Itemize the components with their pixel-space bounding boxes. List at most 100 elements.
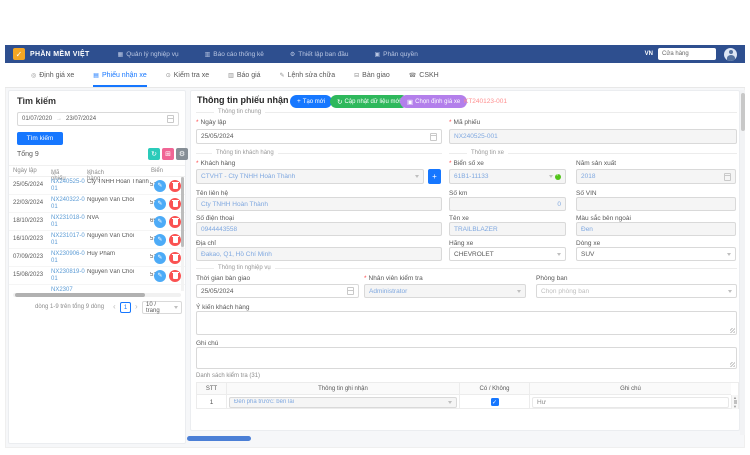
row-code[interactable]: NX240322-001 [51, 197, 85, 211]
add-customer-button[interactable]: + [428, 169, 441, 184]
menu-item-quan-ly-nghiep-vu[interactable]: ▦ Quản lý nghiệp vụ [118, 51, 179, 58]
khach-hang-select: CTVHT - Cty TNHH Hoàn Thành [196, 169, 424, 184]
page-number-button[interactable]: 1 [120, 302, 131, 313]
thoi-gian-ban-giao-input[interactable]: 25/05/2024 [196, 284, 359, 298]
table-vertical-scrollbar[interactable] [181, 177, 184, 291]
choose-valuation-button[interactable]: ▣ Chọn định giá xe [400, 95, 467, 108]
main-vertical-scrollbar[interactable] [740, 90, 745, 435]
chevron-down-icon [557, 253, 561, 256]
prev-page-button[interactable]: ‹ [113, 302, 116, 311]
next-page-button[interactable]: › [135, 302, 138, 311]
menu-item-thiet-lap-ban-dau[interactable]: ⚙ Thiết lập ban đầu [290, 51, 349, 58]
table-row-partial[interactable]: NX2307 [9, 285, 185, 291]
delete-button[interactable] [169, 270, 181, 282]
table-horizontal-scrollbar[interactable] [13, 293, 181, 297]
tab-dinh-gia-xe[interactable]: ◎ Định giá xe [31, 63, 74, 87]
edit-button[interactable]: ✎ [154, 252, 166, 264]
page-size-select[interactable]: 10 / trang [142, 301, 182, 314]
scrollbar-thumb[interactable] [741, 93, 745, 131]
row-customer: Cty TNHH Hoàn Thành [87, 179, 149, 186]
horizontal-scrollbar-thumb[interactable] [187, 436, 251, 441]
row-code[interactable]: NX231017-001 [51, 233, 85, 247]
table-row[interactable]: 15/08/2023 NX230819-001 Nguyễn Văn Chối … [9, 267, 185, 285]
table-row[interactable]: 18/10/2023 NX231018-001 NVA 65A ✎ [9, 213, 185, 231]
row-code[interactable]: NX231018-001 [51, 215, 85, 229]
section-general-label: Thông tin chung [214, 109, 265, 115]
checklist-title: Danh sách kiểm tra (31) [196, 373, 260, 379]
dia-chi-label: Địa chỉ [196, 240, 216, 247]
row-code[interactable]: NX230819-001 [51, 269, 85, 283]
hang-xe-label: Hãng xe [449, 240, 473, 247]
table-row[interactable]: 22/03/2024 NX240322-001 Nguyễn Văn Chối … [9, 195, 185, 213]
table-row[interactable]: 07/09/2023 NX230906-001 Huy Pham 51F ✎ [9, 249, 185, 267]
hang-xe-select[interactable]: CHEVROLET [449, 247, 566, 261]
scrollbar-thumb[interactable] [15, 293, 145, 297]
delete-button[interactable] [169, 180, 181, 192]
user-avatar[interactable] [724, 48, 737, 61]
tab-bao-gia[interactable]: ▥ Báo giá [228, 63, 260, 87]
pencil-icon: ✎ [157, 201, 162, 208]
y-kien-khach-hang-textarea[interactable] [196, 311, 737, 335]
linked-inspection-code[interactable]: KT240123-001 [464, 98, 507, 105]
delete-button[interactable] [169, 216, 181, 228]
so-dien-thoai-input: 0944443558 [196, 222, 442, 236]
dong-xe-select[interactable]: SUV [576, 247, 736, 261]
resize-handle[interactable] [730, 328, 735, 333]
delete-button[interactable] [169, 252, 181, 264]
edit-button[interactable]: ✎ [154, 216, 166, 228]
tab-phieu-nhan-xe[interactable]: ▤ Phiếu nhận xe [93, 63, 146, 87]
calendar-icon [347, 287, 354, 295]
menu-label: Báo cáo thống kê [213, 51, 264, 58]
language-label[interactable]: VN [645, 51, 653, 57]
plus-icon: + [297, 98, 301, 105]
menu-item-phan-quyen[interactable]: ▣ Phân quyền [375, 51, 418, 58]
menu-item-bao-cao-thong-ke[interactable]: ▥ Báo cáo thống kê [205, 51, 264, 58]
checklist-item-select: Đèn pha trước: bên lái [229, 397, 457, 408]
so-vin-label: Số VIN [576, 190, 597, 197]
results-table-body: 25/05/2024 NX240525-001 Cty TNHH Hoàn Th… [9, 177, 185, 291]
resize-handle[interactable] [730, 362, 735, 367]
edit-button[interactable]: ✎ [154, 198, 166, 210]
row-code[interactable]: NX230906-001 [51, 251, 85, 265]
delete-button[interactable] [169, 234, 181, 246]
phong-ban-select[interactable]: Chọn phòng ban [536, 284, 737, 298]
store-select[interactable]: Cửa hàng [658, 48, 716, 60]
ngay-lap-input[interactable]: 25/05/2024 [196, 129, 442, 144]
date-to[interactable]: 23/07/2024 [66, 116, 96, 122]
ghi-chu-textarea[interactable] [196, 347, 737, 369]
checklist-scrollbar[interactable]: ▲ ▼ [731, 395, 738, 409]
total-count: Tổng 9 [17, 151, 39, 158]
tab-kiem-tra-xe[interactable]: ⊙ Kiểm tra xe [166, 63, 209, 87]
table-row[interactable]: 25/05/2024 NX240525-001 Cty TNHH Hoàn Th… [9, 177, 185, 195]
edit-button[interactable]: ✎ [154, 180, 166, 192]
scroll-down-icon[interactable]: ▼ [733, 404, 737, 409]
edit-button[interactable]: ✎ [154, 270, 166, 282]
ten-lien-he-value: Cty TNHH Hoàn Thành [201, 201, 437, 208]
refresh-button[interactable]: ↻ [148, 148, 160, 160]
search-button[interactable]: Tìm kiếm [17, 132, 63, 145]
scrollbar-thumb[interactable] [181, 177, 184, 247]
edit-button[interactable]: ✎ [154, 234, 166, 246]
date-range-picker[interactable]: 01/07/2020 → 23/07/2024 [17, 112, 179, 126]
refresh-data-button[interactable]: ↻ Cập nhật dữ liệu mới [330, 95, 408, 108]
nhan-vien-kiem-tra-value: Administrator [369, 288, 514, 295]
settings-button[interactable]: ⚙ [176, 148, 188, 160]
row-code[interactable]: NX240525-001 [51, 179, 85, 193]
table-row[interactable]: 16/10/2023 NX231017-001 Nguyễn Văn Chối … [9, 231, 185, 249]
tab-cskh[interactable]: ☎ CSKH [409, 63, 439, 87]
chevron-down-icon [727, 253, 731, 256]
row-code[interactable]: NX2307 [51, 287, 85, 291]
tab-ban-giao[interactable]: ⊟ Bàn giao [354, 63, 390, 87]
section-service-label: Thông tin nghiệp vụ [214, 265, 275, 271]
checked-checkbox[interactable]: ✓ [491, 398, 499, 406]
col-bien-so: Biển [151, 168, 163, 174]
checklist-note-input[interactable]: Hư [532, 397, 729, 408]
date-from[interactable]: 01/07/2020 [22, 116, 52, 122]
valid-check-icon [555, 174, 561, 180]
export-button[interactable]: ⊞ [162, 148, 174, 160]
tab-lenh-sua-chua[interactable]: ✎ Lệnh sửa chữa [280, 63, 336, 87]
so-km-value: 0 [557, 201, 561, 208]
tab-label: Định giá xe [39, 72, 74, 79]
create-button[interactable]: + Tạo mới [290, 95, 332, 108]
delete-button[interactable] [169, 198, 181, 210]
